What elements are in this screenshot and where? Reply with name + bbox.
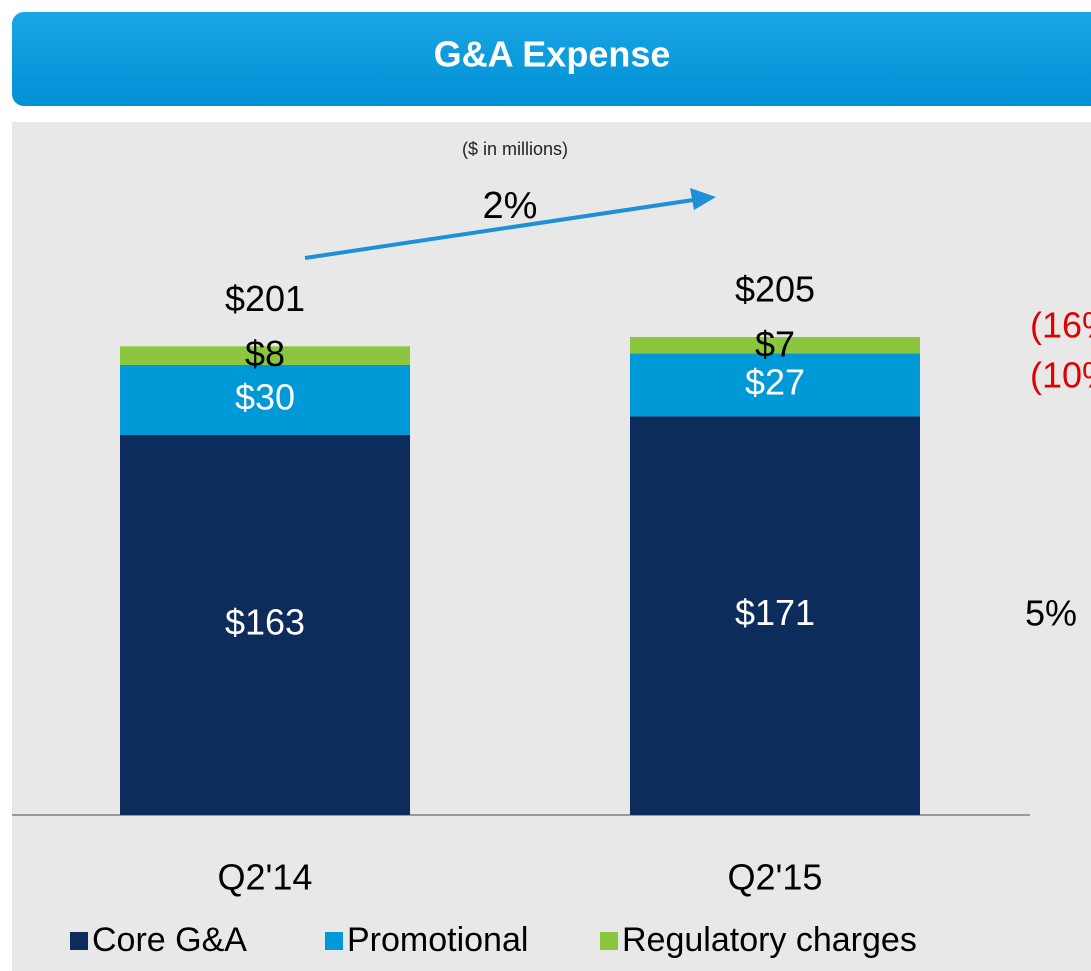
data-label: $171 bbox=[735, 592, 815, 633]
data-label: $8 bbox=[245, 333, 285, 374]
total-label: $205 bbox=[735, 269, 815, 310]
x-tick-label: Q2'15 bbox=[728, 857, 823, 898]
growth-arrow bbox=[304, 197, 701, 260]
x-tick-label: Q2'14 bbox=[218, 857, 313, 898]
chart-title: G&A Expense bbox=[434, 34, 671, 75]
total-label: $201 bbox=[225, 278, 305, 319]
legend-label: Promotional bbox=[347, 921, 528, 959]
legend-swatch bbox=[325, 932, 343, 950]
bar-segment bbox=[630, 416, 920, 815]
legend-label: Core G&A bbox=[92, 921, 247, 959]
bar-segment bbox=[120, 364, 410, 435]
legend-swatch bbox=[70, 932, 88, 950]
change-annotation: (16%) bbox=[1030, 305, 1091, 346]
bar-segment bbox=[120, 434, 410, 815]
legend-swatch bbox=[600, 932, 618, 950]
change-annotation: (10%) bbox=[1030, 355, 1091, 396]
change-annotation: 5% bbox=[1025, 593, 1077, 634]
chart-subtitle: ($ in millions) bbox=[462, 139, 568, 159]
bar-segment bbox=[120, 346, 410, 365]
legend-label: Regulatory charges bbox=[622, 921, 917, 959]
data-label: $27 bbox=[745, 361, 805, 402]
bar-segment bbox=[630, 353, 920, 417]
header-bar bbox=[12, 12, 1091, 106]
bar-segment bbox=[630, 337, 920, 354]
growth-arrow-head bbox=[690, 188, 716, 210]
data-label: $7 bbox=[755, 324, 795, 365]
data-label: $163 bbox=[225, 601, 305, 642]
growth-annotation: 2% bbox=[483, 185, 538, 227]
data-label: $30 bbox=[235, 376, 295, 417]
